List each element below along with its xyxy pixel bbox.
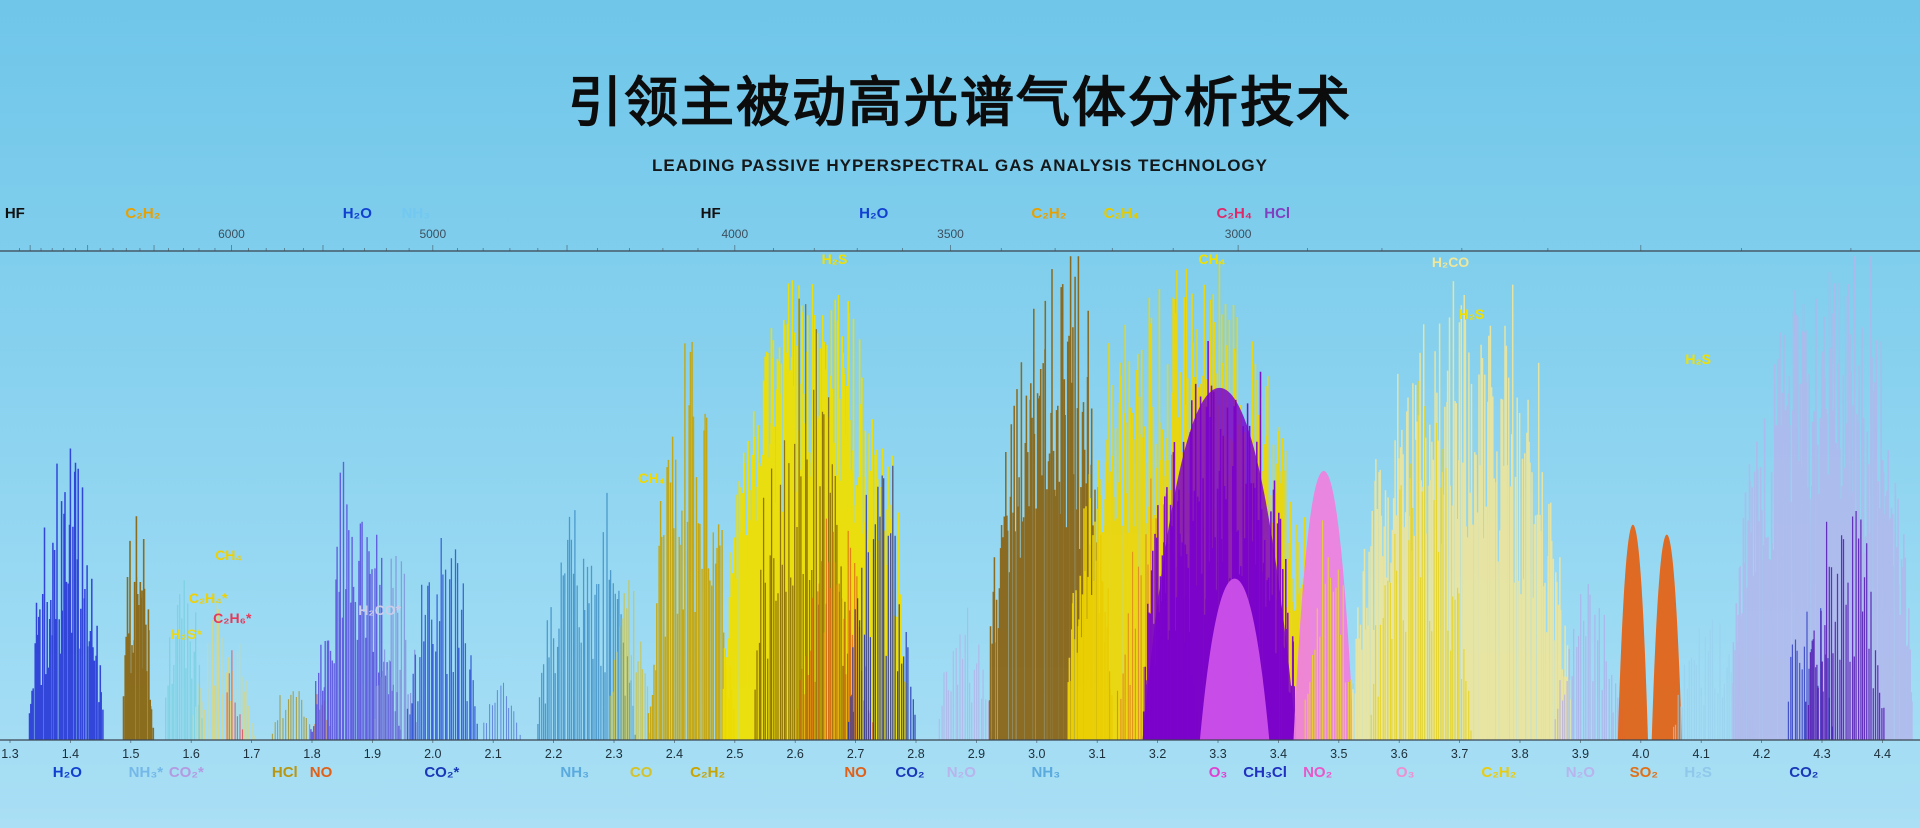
band-CO2 xyxy=(847,465,916,740)
band-NO2 xyxy=(1293,471,1354,740)
band-C2H2 xyxy=(1370,380,1472,740)
band-C2H2 xyxy=(1304,520,1357,740)
band-C2H2/CH4 xyxy=(647,341,735,740)
band-SO2 xyxy=(1617,524,1648,740)
band-H2CO/H2S xyxy=(1351,281,1571,740)
band-H2O xyxy=(483,682,521,740)
page-subtitle: LEADING PASSIVE HYPERSPECTRAL GAS ANALYS… xyxy=(652,156,1268,175)
band-CO xyxy=(609,580,651,740)
band-CO2 xyxy=(1805,511,1885,740)
band-CO2* xyxy=(165,580,203,740)
band-N2O xyxy=(1554,584,1626,740)
band-NH3 xyxy=(537,492,636,740)
band-H2O xyxy=(310,461,402,740)
band-N2O xyxy=(938,607,992,740)
band-CO2* xyxy=(406,538,478,740)
band-SO2 xyxy=(1651,534,1682,740)
band-O3 xyxy=(1199,578,1270,740)
band-HCl xyxy=(271,691,311,740)
page-title: 引领主被动高光谱气体分析技术 xyxy=(568,73,1352,133)
band-NH3* xyxy=(122,516,155,740)
band-H2CO* xyxy=(373,556,417,740)
band-H2S xyxy=(722,280,908,740)
band-C2H6* xyxy=(226,650,244,740)
band-H2O xyxy=(28,448,104,740)
band-H2O xyxy=(754,298,855,740)
